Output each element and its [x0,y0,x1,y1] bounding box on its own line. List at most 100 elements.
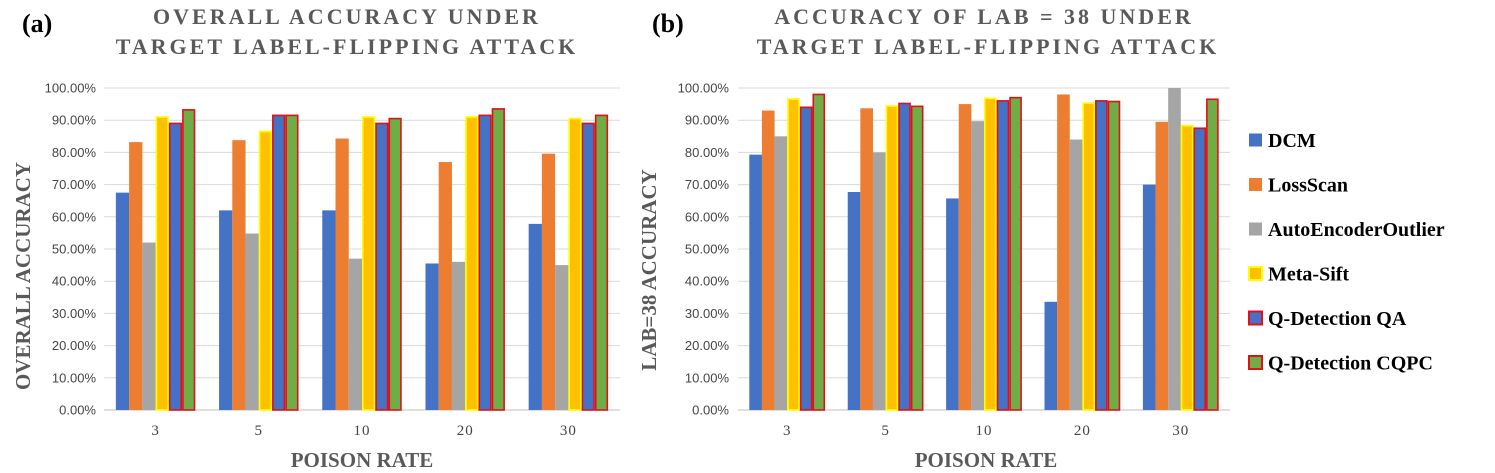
bar-meta-sift-3 [787,98,800,411]
bar-autoencoderoutlier-3 [774,136,788,411]
y-tick-label: 40.00% [685,274,730,289]
chart-title-b-line2: TARGET LABEL-FLIPPING ATTACK [757,34,1220,59]
legend-label: DCM [1268,130,1316,152]
bar-q-detection-qa-5 [272,114,286,411]
y-tick-label: 50.00% [52,242,97,257]
bar-dcm-10 [946,198,959,410]
y-axis-title-a: OVERALL ACCURACY [11,162,35,390]
x-axis-title-b: POISON RATE [915,448,1058,472]
bar-q-detection-qa-20 [478,114,492,411]
bar-lossscan-10 [335,138,349,411]
x-tick-label: 10 [354,423,371,439]
panel-letter-a: (a) [22,9,52,38]
y-tick-label: 0.00% [59,403,96,418]
bar-q-detection-cqpc-30 [1206,98,1219,411]
y-tick-label: 50.00% [685,242,730,257]
legend-label: Q-Detection CQPC [1268,353,1433,375]
bar-autoencoderoutlier-10 [348,258,362,410]
bar-q-detection-cqpc-3 [182,109,196,411]
chart-title-a-line2: TARGET LABEL-FLIPPING ATTACK [116,34,579,59]
bar-autoencoderoutlier-10 [971,121,984,411]
bar-dcm-3 [115,192,130,410]
x-tick-label: 3 [151,423,160,439]
y-tick-label: 90.00% [52,113,97,128]
bar-q-detection-cqpc-5 [910,105,924,411]
legend-label: Q-Detection QA [1268,308,1407,330]
bar-autoencoderoutlier-5 [245,233,259,410]
y-tick-label: 90.00% [685,113,730,128]
bar-dcm-30 [528,223,542,410]
bar-q-detection-qa-3 [799,106,813,411]
bar-meta-sift-5 [885,105,899,411]
bar-autoencoderoutlier-30 [1168,88,1181,410]
legend-label: Meta-Sift [1268,264,1349,286]
x-tick-label: 30 [560,423,577,439]
bar-q-detection-cqpc-10 [1009,96,1022,411]
bar-autoencoderoutlier-20 [451,261,466,410]
bar-q-detection-cqpc-30 [594,114,609,411]
y-tick-label: 60.00% [52,209,97,224]
legend-item: LossScan [1249,175,1348,197]
bar-meta-sift-10 [983,97,997,411]
x-tick-label: 10 [976,423,993,439]
legend-swatch [1249,178,1262,191]
bar-lossscan-20 [438,162,452,410]
bar-lossscan-5 [860,108,873,410]
bar-dcm-20 [1044,301,1058,410]
bar-lossscan-10 [958,104,972,410]
legend-item: Meta-Sift [1248,264,1349,286]
y-axis-title-b: LAB=38 ACCURACY [637,169,661,371]
y-tick-label: 60.00% [685,209,730,224]
bar-q-detection-qa-10 [375,122,389,411]
bar-dcm-5 [219,210,233,410]
plots-group: 0.00%10.00%20.00%30.00%40.00%50.00%60.00… [45,81,1230,439]
y-tick-label: 70.00% [52,177,97,192]
x-axis-title-a: POISON RATE [291,448,434,472]
y-tick-label: 10.00% [52,370,97,385]
bar-lossscan-5 [232,140,246,410]
panel-letter-b: (b) [652,9,684,38]
y-tick-label: 100.00% [45,81,97,96]
y-tick-label: 20.00% [52,338,97,353]
bar-lossscan-20 [1057,94,1070,410]
y-tick-label: 20.00% [685,338,730,353]
bar-dcm-5 [847,192,861,410]
y-tick-label: 80.00% [685,145,730,160]
legend-swatch [1249,222,1262,236]
bar-q-detection-qa-20 [1095,100,1108,411]
bar-q-detection-qa-3 [168,122,183,411]
bar-q-detection-cqpc-5 [285,114,299,411]
bar-autoencoderoutlier-20 [1069,139,1083,410]
legend-item: DCM [1249,130,1316,152]
x-tick-label: 30 [1172,423,1189,439]
bar-meta-sift-30 [568,117,582,411]
y-tick-label: 100.00% [678,81,730,96]
bar-meta-sift-20 [1082,102,1096,411]
y-tick-label: 40.00% [52,274,97,289]
bar-meta-sift-5 [258,130,273,411]
bar-autoencoderoutlier-3 [142,242,156,410]
bar-q-detection-qa-30 [581,122,595,411]
y-tick-label: 0.00% [692,403,729,418]
bar-autoencoderoutlier-30 [555,265,569,410]
legend-label: LossScan [1268,175,1348,197]
x-tick-label: 20 [1074,423,1091,439]
bar-dcm-3 [749,154,762,410]
legend-swatch [1248,266,1263,281]
legend-item: AutoEncoderOutlier [1249,219,1445,241]
bar-q-detection-cqpc-20 [491,108,505,411]
bar-q-detection-cqpc-10 [388,117,402,411]
legend-swatch [1249,133,1262,147]
y-tick-label: 30.00% [52,306,97,321]
plot-area-a: 0.00% 10.00% 20.00% 30.00% 40.00% 50.00% 60.00… [45,81,620,439]
bar-q-detection-qa-10 [996,100,1010,411]
bar-lossscan-3 [129,142,143,410]
legend-item: Q-Detection QA [1248,308,1407,330]
legend-label: AutoEncoderOutlier [1268,219,1445,241]
bar-q-detection-cqpc-20 [1107,100,1121,411]
x-tick-label: 5 [255,423,264,439]
bar-dcm-10 [322,210,336,410]
bar-meta-sift-10 [361,116,376,411]
